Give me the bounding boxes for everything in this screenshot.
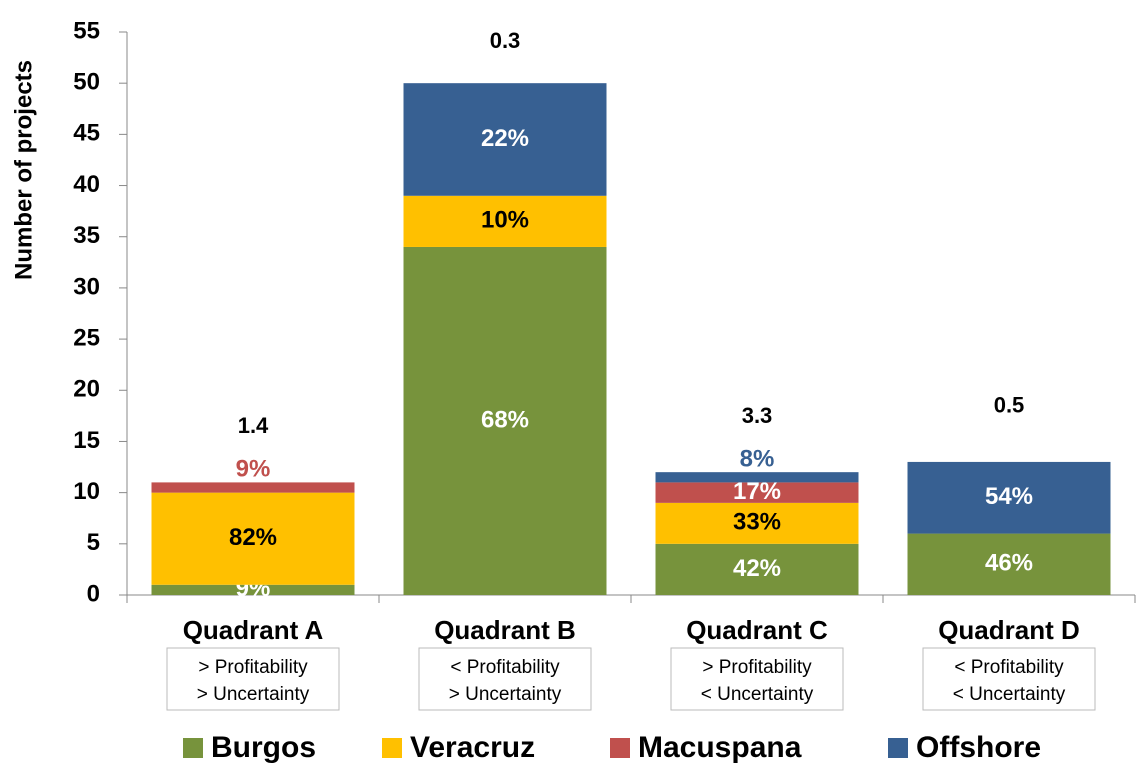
total-annotation: 0.3 bbox=[490, 28, 521, 53]
bar-segment bbox=[907, 533, 1111, 595]
legend-label: Veracruz bbox=[410, 731, 535, 764]
total-annotation: 0.5 bbox=[994, 393, 1025, 418]
segment-label: 9% bbox=[236, 456, 271, 483]
segment-label: 82% bbox=[229, 524, 277, 551]
category-note: > Profitability bbox=[702, 657, 812, 678]
legend-swatch bbox=[382, 738, 402, 758]
legend-swatch bbox=[183, 738, 203, 758]
y-tick-label: 45 bbox=[73, 120, 100, 147]
bar-segment bbox=[403, 195, 607, 247]
y-tick-label: 10 bbox=[73, 478, 100, 505]
y-tick-label: 5 bbox=[87, 529, 100, 556]
legend-label: Macuspana bbox=[638, 731, 802, 764]
category-note: < Profitability bbox=[954, 657, 1064, 678]
y-tick-label: 35 bbox=[73, 222, 100, 249]
segment-label: 42% bbox=[733, 555, 781, 582]
segment-label: 22% bbox=[481, 125, 529, 152]
y-tick-label: 55 bbox=[73, 17, 100, 44]
y-tick-label: 20 bbox=[73, 376, 100, 403]
note-box bbox=[922, 647, 1096, 711]
segment-label: 10% bbox=[481, 207, 529, 234]
bar-segment bbox=[655, 543, 859, 595]
y-tick-label: 50 bbox=[73, 69, 100, 96]
x-tick-label: Quadrant A bbox=[183, 615, 324, 645]
bar-segment bbox=[403, 246, 607, 596]
y-tick-label: 40 bbox=[73, 171, 100, 198]
category-note: > Uncertainty bbox=[449, 684, 562, 705]
y-axis-label: Number of projects bbox=[10, 60, 37, 280]
segment-label: 68% bbox=[481, 406, 529, 433]
note-box bbox=[166, 647, 340, 711]
total-annotation: 1.4 bbox=[238, 413, 269, 438]
category-note: > Profitability bbox=[198, 657, 308, 678]
category-note: < Uncertainty bbox=[953, 684, 1066, 705]
legend-label: Offshore bbox=[916, 731, 1041, 764]
bar-segment bbox=[907, 461, 1111, 534]
bar-segment bbox=[655, 472, 859, 483]
segment-label: 46% bbox=[985, 550, 1033, 577]
x-tick-label: Quadrant D bbox=[938, 615, 1080, 645]
legend-label: Burgos bbox=[211, 731, 316, 764]
segment-label: 33% bbox=[733, 509, 781, 536]
bar-segment bbox=[655, 502, 859, 544]
total-annotation: 3.3 bbox=[742, 403, 773, 428]
segment-label: 54% bbox=[985, 483, 1033, 510]
category-note: < Uncertainty bbox=[701, 684, 814, 705]
legend-swatch bbox=[610, 738, 630, 758]
y-tick-label: 0 bbox=[87, 580, 100, 607]
bar-segment bbox=[151, 482, 355, 493]
bar-segment bbox=[151, 492, 355, 585]
bar-segment bbox=[151, 584, 355, 595]
y-tick-label: 30 bbox=[73, 273, 100, 300]
y-tick-label: 15 bbox=[73, 427, 100, 454]
x-tick-label: Quadrant C bbox=[686, 615, 828, 645]
segment-label: 8% bbox=[740, 446, 775, 473]
y-tick-label: 25 bbox=[73, 324, 100, 351]
bar-segment bbox=[403, 83, 607, 196]
legend-swatch bbox=[888, 738, 908, 758]
x-tick-label: Quadrant B bbox=[434, 615, 576, 645]
category-note: < Profitability bbox=[450, 657, 560, 678]
category-note: > Uncertainty bbox=[197, 684, 310, 705]
note-box bbox=[418, 647, 592, 711]
segment-label: 17% bbox=[733, 478, 781, 505]
bar-segment bbox=[655, 482, 859, 503]
note-box bbox=[670, 647, 844, 711]
